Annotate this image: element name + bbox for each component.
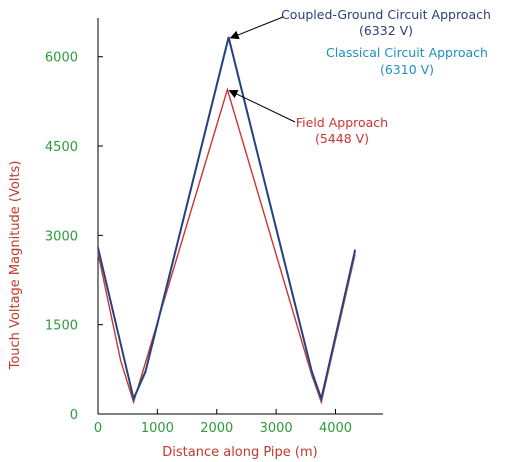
y-tick-label: 4500 — [45, 140, 78, 155]
x-tick-label: 3000 — [260, 421, 293, 436]
y-tick-label: 1500 — [45, 319, 78, 334]
x-tick-label: 4000 — [319, 421, 352, 436]
annotation-field-arrow — [228, 89, 296, 123]
x-tick-label: 0 — [94, 421, 102, 436]
annotation-field-value: (5448 V) — [315, 131, 369, 146]
annotations-group: Coupled-Ground Circuit Approach(6332 V) C… — [228, 7, 491, 146]
x-axis-title: Distance along Pipe (m) — [162, 445, 318, 460]
y-tick-label: 3000 — [45, 229, 78, 244]
axes: 0 1500 3000 4500 6000 0 1000 2000 3000 4000 — [45, 18, 383, 436]
y-tick-label: 6000 — [45, 51, 78, 66]
series-group — [97, 36, 356, 405]
y-axis-title: Touch Voltage Magnitude (Volts) — [8, 161, 23, 371]
annotation-coupled-value: (6332 V) — [359, 23, 413, 38]
annotation-classical-label: Classical Circuit Approach — [326, 45, 488, 60]
annotation-field-label: Field Approach — [296, 115, 388, 130]
y-tick-label: 0 — [70, 408, 78, 423]
annotation-coupled-arrow — [229, 16, 284, 40]
series-line-field — [97, 87, 356, 405]
series-line-coupled — [97, 36, 356, 402]
annotation-classical-value: (6310 V) — [380, 62, 434, 77]
x-tick-label: 1000 — [141, 421, 174, 436]
x-tick-label: 2000 — [200, 421, 233, 436]
annotation-coupled-label: Coupled-Ground Circuit Approach — [281, 7, 491, 22]
